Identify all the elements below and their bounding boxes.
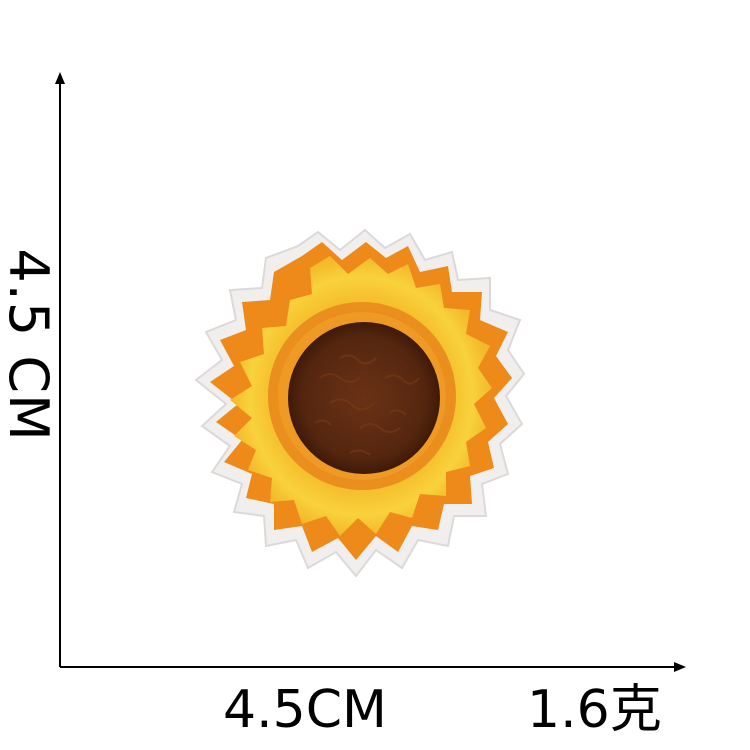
height-dimension-label: 4.5 CM [0,248,60,442]
patch-center [288,322,440,474]
patch-center-texture [314,354,420,456]
width-dimension-label: 4.5CM [223,680,387,740]
weight-label: 1.6克 [527,680,662,740]
vertical-axis-arrow-icon [55,72,65,84]
sunflower-patch-icon [194,228,526,578]
horizontal-axis-arrow-icon [674,662,686,672]
